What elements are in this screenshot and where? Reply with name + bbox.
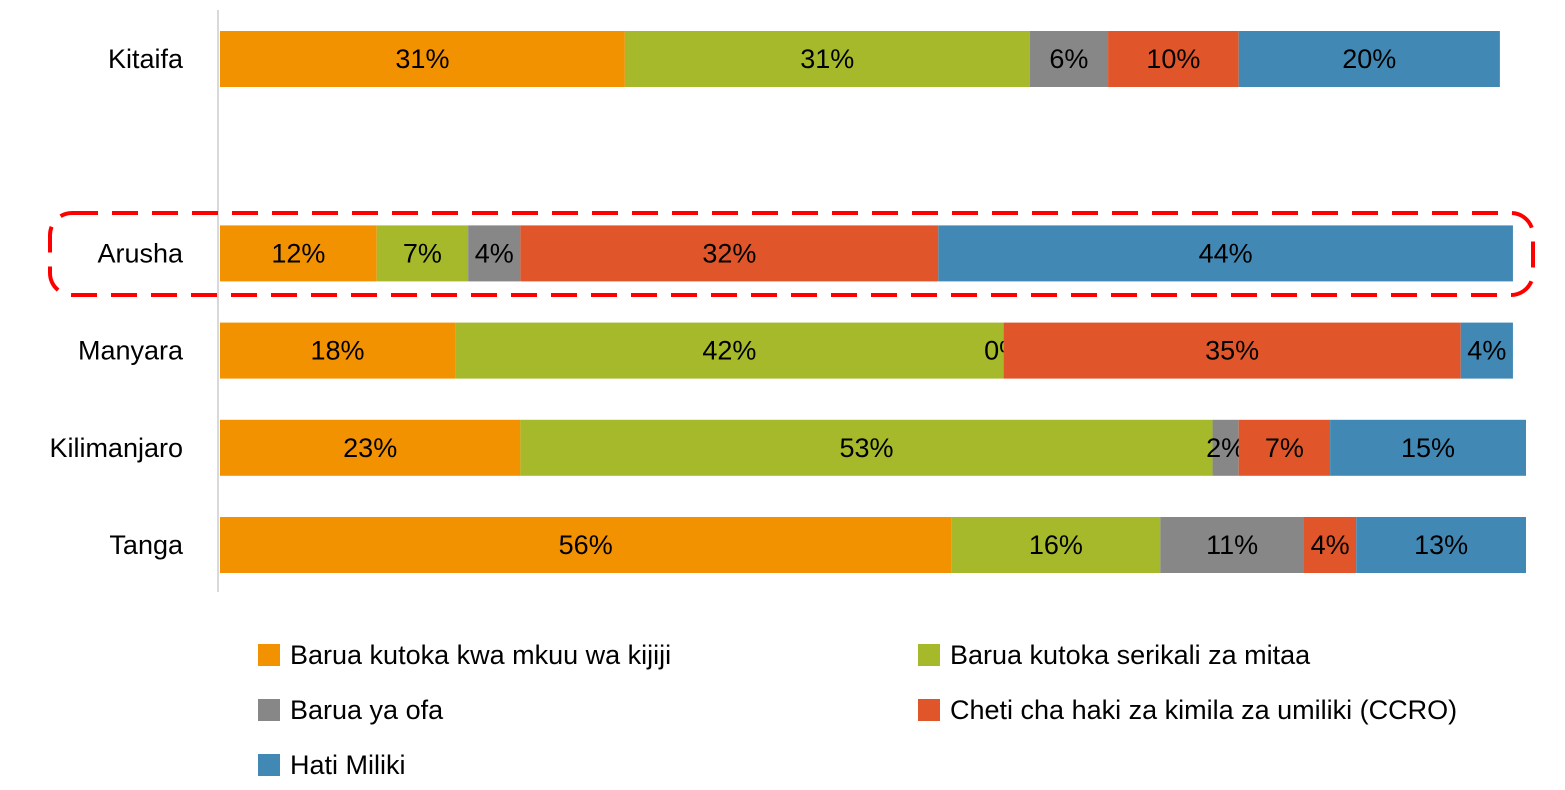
legend-swatch (258, 699, 280, 721)
bar-segment (1356, 517, 1526, 573)
bar-segment (220, 419, 521, 476)
data-label: 18% (311, 336, 365, 366)
bar-segment (1238, 31, 1500, 87)
data-label: 11% (1206, 530, 1258, 560)
data-label: 15% (1401, 433, 1455, 463)
legend-swatch (258, 644, 280, 666)
y-tick-label: Kilimanjaro (49, 433, 183, 463)
bar-segment (938, 225, 1513, 282)
legend-label: Hati Miliki (290, 750, 406, 780)
bar-segment (220, 517, 952, 573)
data-label: 4% (475, 238, 514, 268)
bar-segment (468, 225, 521, 282)
legend-label: Barua kutoka serikali za mitaa (950, 640, 1311, 670)
data-label: 16% (1029, 530, 1083, 560)
bar-segment (624, 31, 1030, 87)
y-tick-label: Kitaifa (108, 44, 184, 74)
bar-segment (520, 419, 1213, 476)
bar-segment (220, 225, 377, 282)
bar-segment (1238, 419, 1331, 476)
legend-label: Cheti cha haki za kimila za umiliki (CCR… (950, 695, 1457, 725)
bar-segment (520, 225, 939, 282)
highlight-box (48, 211, 1535, 297)
bar-segment (220, 31, 625, 87)
data-label: 4% (1311, 530, 1350, 560)
bar-segment (1029, 31, 1109, 87)
data-label: 56% (559, 530, 613, 560)
bar-segment (1330, 419, 1526, 476)
data-label: 53% (839, 433, 893, 463)
data-label: 2% (1206, 433, 1245, 463)
bar-segment (1212, 419, 1239, 476)
bar-segment (951, 517, 1161, 573)
bar-segment (455, 322, 1004, 379)
data-label: 7% (403, 238, 442, 268)
data-label: 20% (1342, 44, 1396, 74)
bar-segment (1003, 322, 1461, 379)
data-label: 6% (1049, 44, 1088, 74)
data-label: 23% (343, 433, 397, 463)
data-label: 44% (1199, 238, 1253, 268)
data-label: 32% (702, 238, 756, 268)
data-label: 42% (702, 336, 756, 366)
legend-swatch (258, 754, 280, 776)
data-label: 10% (1146, 44, 1200, 74)
legend-label: Barua kutoka kwa mkuu wa kijiji (290, 640, 671, 670)
data-label: 31% (800, 44, 854, 74)
bar-segment (220, 322, 456, 379)
data-label: 7% (1265, 433, 1304, 463)
bar-segment (376, 225, 469, 282)
y-tick-label: Tanga (109, 530, 184, 560)
data-label: 12% (271, 238, 325, 268)
bar-segment (1108, 31, 1239, 87)
data-label: 35% (1205, 336, 1259, 366)
data-label: 13% (1414, 530, 1468, 560)
data-label: 31% (395, 44, 449, 74)
legend-swatch (918, 699, 940, 721)
legend-swatch (918, 644, 940, 666)
data-label: 4% (1467, 336, 1506, 366)
legend-label: Barua ya ofa (290, 695, 444, 725)
bar-segment (1303, 517, 1357, 573)
y-tick-label: Manyara (78, 336, 184, 366)
bar-segment (1160, 517, 1304, 573)
y-tick-label: Arusha (97, 238, 184, 268)
bar-segment (1460, 322, 1513, 379)
